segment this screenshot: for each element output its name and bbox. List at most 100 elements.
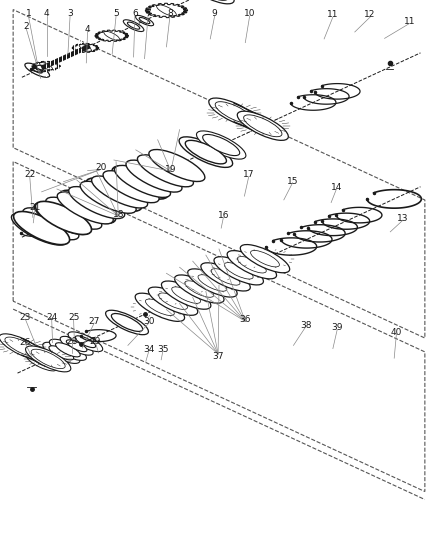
Polygon shape: [95, 30, 128, 42]
Text: 19: 19: [165, 165, 177, 174]
Ellipse shape: [34, 203, 90, 235]
Ellipse shape: [111, 313, 143, 332]
Text: 20: 20: [95, 164, 106, 172]
Text: 21: 21: [29, 204, 41, 212]
Text: 18: 18: [113, 210, 124, 219]
Text: 38: 38: [300, 321, 311, 329]
Ellipse shape: [86, 178, 142, 211]
Ellipse shape: [75, 336, 96, 348]
Ellipse shape: [11, 213, 67, 245]
Ellipse shape: [227, 251, 276, 279]
Ellipse shape: [123, 20, 144, 31]
Text: 7: 7: [145, 9, 151, 18]
Text: 9: 9: [212, 9, 218, 18]
Ellipse shape: [209, 98, 260, 127]
Ellipse shape: [103, 171, 159, 203]
Text: 30: 30: [143, 317, 155, 326]
Polygon shape: [72, 44, 99, 52]
Ellipse shape: [139, 18, 150, 23]
Ellipse shape: [26, 353, 57, 371]
Ellipse shape: [25, 63, 49, 77]
Polygon shape: [234, 103, 263, 135]
Text: 10: 10: [244, 9, 255, 18]
Text: 1: 1: [25, 9, 32, 18]
Ellipse shape: [186, 0, 234, 4]
Text: 23: 23: [20, 313, 31, 321]
Ellipse shape: [46, 197, 102, 229]
Ellipse shape: [106, 310, 148, 335]
Ellipse shape: [175, 275, 224, 303]
Text: 29: 29: [90, 337, 101, 345]
Ellipse shape: [203, 134, 240, 156]
Text: 27: 27: [88, 317, 100, 326]
Ellipse shape: [60, 336, 93, 355]
Ellipse shape: [14, 212, 70, 245]
Ellipse shape: [43, 356, 53, 362]
Text: 28: 28: [67, 337, 78, 345]
Ellipse shape: [23, 208, 79, 240]
Text: 34: 34: [143, 345, 155, 353]
Text: 22: 22: [24, 171, 35, 179]
Ellipse shape: [60, 190, 116, 223]
Ellipse shape: [49, 339, 86, 360]
Ellipse shape: [135, 15, 154, 26]
Text: 37: 37: [212, 352, 224, 360]
Polygon shape: [32, 61, 60, 71]
Ellipse shape: [36, 352, 60, 366]
Ellipse shape: [69, 187, 125, 219]
Text: 36: 36: [240, 316, 251, 324]
Ellipse shape: [114, 165, 170, 197]
Text: 8: 8: [167, 9, 173, 18]
Ellipse shape: [32, 67, 42, 73]
Polygon shape: [22, 338, 48, 367]
Ellipse shape: [34, 358, 49, 366]
Ellipse shape: [197, 131, 246, 159]
Ellipse shape: [138, 155, 194, 187]
Text: 26: 26: [20, 338, 31, 346]
Ellipse shape: [149, 150, 205, 182]
Ellipse shape: [56, 343, 80, 357]
Text: 25: 25: [68, 313, 79, 321]
Text: 16: 16: [218, 212, 229, 220]
Ellipse shape: [68, 332, 102, 352]
Ellipse shape: [49, 346, 74, 360]
Text: 6: 6: [132, 9, 138, 18]
Ellipse shape: [112, 166, 168, 199]
Ellipse shape: [188, 269, 237, 297]
Ellipse shape: [0, 334, 45, 360]
Ellipse shape: [80, 181, 136, 213]
Ellipse shape: [179, 137, 233, 167]
Ellipse shape: [214, 257, 263, 285]
Text: 11: 11: [404, 17, 415, 26]
Ellipse shape: [43, 342, 80, 364]
Text: 2: 2: [24, 22, 29, 31]
Text: 39: 39: [332, 324, 343, 332]
Ellipse shape: [135, 293, 184, 321]
Text: 4: 4: [44, 9, 49, 18]
Ellipse shape: [92, 176, 148, 208]
Text: 17: 17: [243, 171, 254, 179]
Ellipse shape: [35, 201, 92, 235]
Text: 4: 4: [85, 25, 90, 34]
Ellipse shape: [240, 245, 290, 273]
Text: 14: 14: [331, 183, 342, 192]
Text: 35: 35: [157, 345, 169, 353]
Ellipse shape: [127, 22, 140, 29]
Text: 11: 11: [327, 11, 339, 19]
Ellipse shape: [237, 111, 288, 140]
Text: 15: 15: [287, 177, 298, 185]
Ellipse shape: [148, 287, 198, 316]
Text: 12: 12: [364, 11, 376, 19]
Ellipse shape: [185, 140, 226, 164]
Ellipse shape: [25, 346, 71, 372]
Text: 5: 5: [113, 9, 119, 18]
Ellipse shape: [201, 263, 250, 291]
Text: 24: 24: [46, 313, 57, 321]
Ellipse shape: [126, 160, 182, 192]
Text: 40: 40: [391, 328, 402, 337]
Ellipse shape: [57, 192, 113, 224]
Ellipse shape: [66, 340, 87, 352]
Ellipse shape: [162, 281, 211, 309]
Text: 13: 13: [397, 214, 409, 223]
Polygon shape: [145, 3, 187, 18]
